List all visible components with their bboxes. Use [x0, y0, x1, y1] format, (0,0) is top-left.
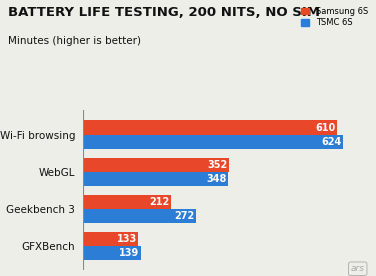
- Text: 139: 139: [119, 248, 139, 258]
- Text: 610: 610: [315, 123, 335, 132]
- Legend: Samsung 6S, TSMC 6S: Samsung 6S, TSMC 6S: [301, 7, 368, 27]
- Bar: [83, 209, 196, 223]
- Bar: [83, 158, 229, 172]
- Text: ars: ars: [351, 264, 365, 273]
- Text: BATTERY LIFE TESTING, 200 NITS, NO SIM: BATTERY LIFE TESTING, 200 NITS, NO SIM: [8, 6, 320, 18]
- Bar: [83, 135, 343, 149]
- Text: 624: 624: [321, 137, 341, 147]
- Text: Minutes (higher is better): Minutes (higher is better): [8, 36, 141, 46]
- Text: 212: 212: [150, 197, 170, 207]
- Bar: [83, 195, 171, 209]
- Text: 133: 133: [117, 234, 137, 244]
- Bar: [83, 120, 337, 135]
- Bar: [83, 246, 141, 261]
- Text: 348: 348: [206, 174, 226, 184]
- Text: 352: 352: [208, 160, 228, 170]
- Text: 272: 272: [174, 211, 195, 221]
- Bar: [83, 172, 227, 186]
- Bar: [83, 232, 138, 246]
